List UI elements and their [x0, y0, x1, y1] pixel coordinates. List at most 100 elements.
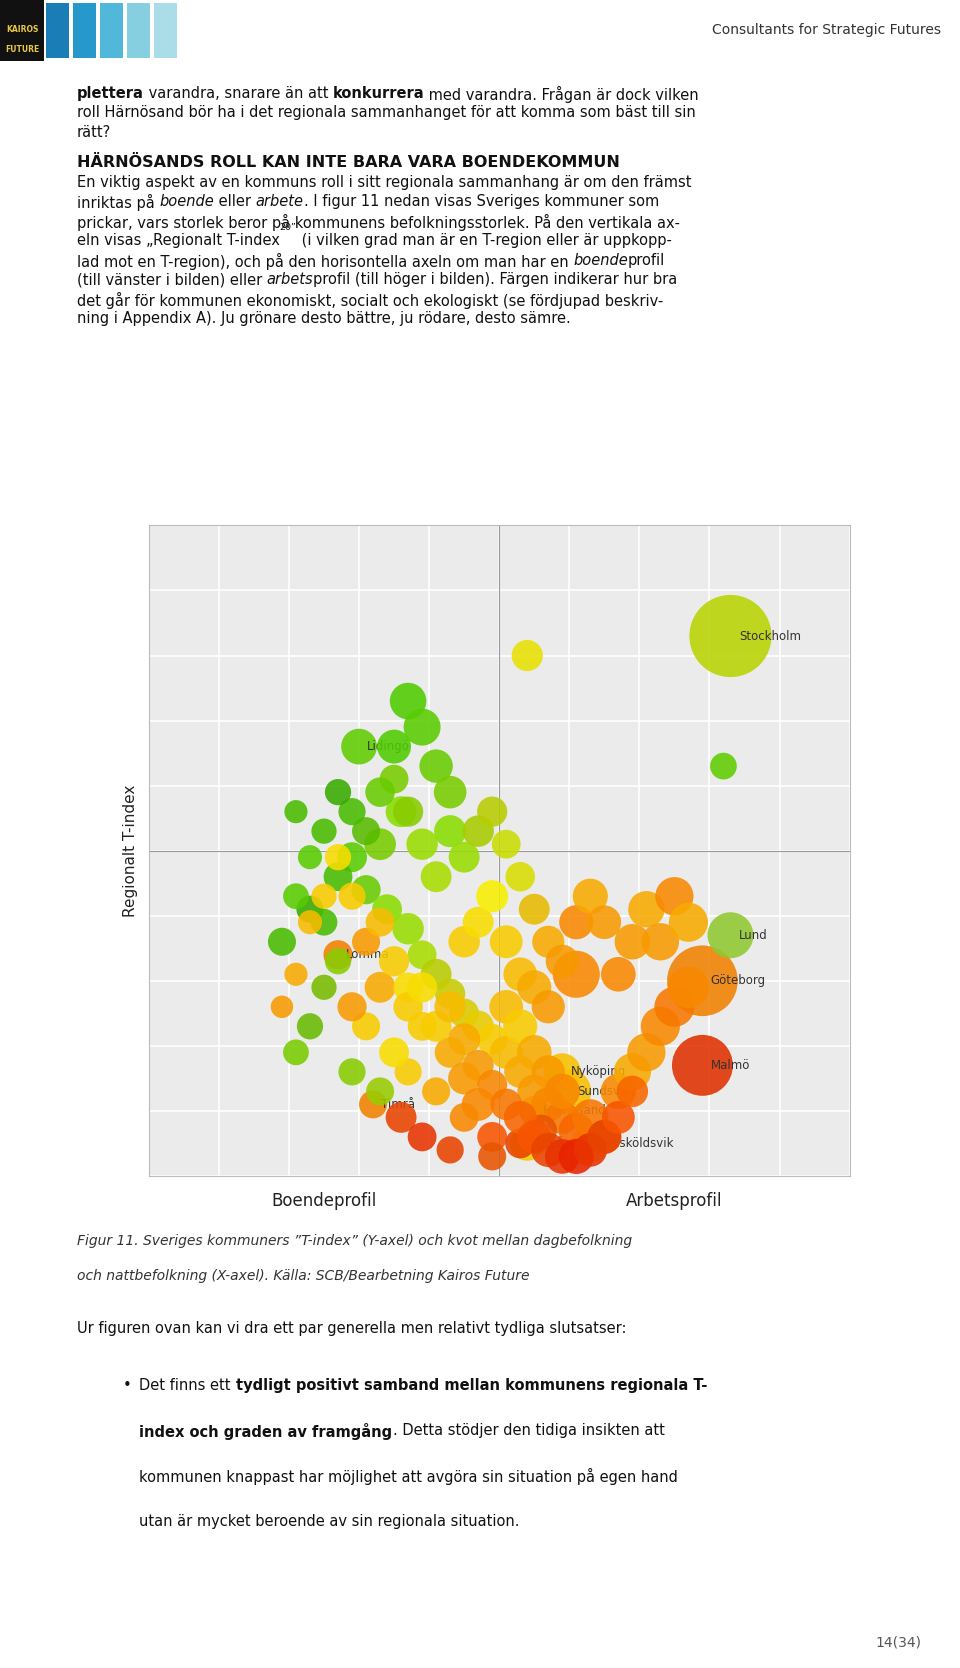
- Text: boende: boende: [159, 195, 214, 208]
- Point: [443, 981, 458, 1007]
- Y-axis label: Regionalt T-index: Regionalt T-index: [123, 784, 137, 917]
- Text: 14(34): 14(34): [876, 1636, 922, 1650]
- Bar: [0, 0, 44, 62]
- Point: [345, 882, 360, 909]
- Point: [443, 1039, 458, 1066]
- Point: [695, 1053, 710, 1079]
- Point: [470, 1091, 486, 1118]
- Point: [415, 831, 430, 857]
- Point: [526, 1039, 541, 1066]
- Text: Stockholm: Stockholm: [739, 629, 801, 642]
- Point: [330, 779, 346, 806]
- Point: [562, 1078, 577, 1104]
- Point: [457, 1066, 472, 1093]
- Text: Piteå: Piteå: [536, 1138, 564, 1149]
- Point: [302, 909, 318, 936]
- Point: [358, 929, 373, 956]
- Point: [302, 1012, 318, 1039]
- Text: plettera: plettera: [77, 87, 144, 100]
- Point: [519, 642, 535, 669]
- Text: Lund: Lund: [739, 929, 768, 942]
- Point: [366, 1091, 381, 1118]
- Point: [345, 994, 360, 1021]
- Point: [540, 1059, 556, 1086]
- Text: index och graden av framgång: index och graden av framgång: [139, 1423, 393, 1439]
- Point: [555, 1143, 570, 1169]
- Point: [470, 1053, 486, 1079]
- Point: [428, 961, 444, 987]
- Point: [540, 994, 556, 1021]
- Point: [513, 1104, 528, 1131]
- Bar: [100, 3, 123, 58]
- Point: [415, 1012, 430, 1039]
- Point: [457, 1104, 472, 1131]
- Bar: [73, 3, 96, 58]
- Point: [428, 864, 444, 891]
- Text: roll Härnösand bör ha i det regionala sammanhanget för att komma som bäst till s: roll Härnösand bör ha i det regionala sa…: [77, 105, 696, 120]
- Point: [583, 1136, 598, 1163]
- Text: profil: profil: [628, 254, 665, 269]
- Bar: [46, 3, 69, 58]
- Point: [568, 961, 584, 987]
- Text: Arbetsprofil: Arbetsprofil: [626, 1193, 723, 1209]
- Point: [485, 1026, 500, 1053]
- Point: [415, 974, 430, 1001]
- Point: [415, 941, 430, 967]
- Point: [583, 1131, 598, 1158]
- Point: [428, 1012, 444, 1039]
- Point: [498, 929, 514, 956]
- Point: [653, 1012, 668, 1039]
- Point: [275, 994, 290, 1021]
- Text: eller: eller: [214, 195, 255, 208]
- Point: [526, 1078, 541, 1104]
- Text: tydligt positivt samband mellan kommunens regionala T-: tydligt positivt samband mellan kommunen…: [235, 1378, 707, 1393]
- Point: [596, 1124, 612, 1151]
- Text: HÄRNÖSANDS ROLL KAN INTE BARA VARA BOENDEKOMMUN: HÄRNÖSANDS ROLL KAN INTE BARA VARA BOEND…: [77, 155, 619, 170]
- Point: [540, 1091, 556, 1118]
- Point: [555, 1059, 570, 1086]
- Text: Timrå: Timrå: [381, 1098, 416, 1111]
- Point: [666, 994, 682, 1021]
- Text: det går för kommunen ekonomiskt, socialt och ekologiskt (se fördjupad beskriv-: det går för kommunen ekonomiskt, socialt…: [77, 292, 663, 309]
- Point: [568, 909, 584, 936]
- Text: rätt?: rätt?: [77, 125, 111, 140]
- Text: och nattbefolkning (X-axel). Källa: SCB/Bearbetning Kairos Future: och nattbefolkning (X-axel). Källa: SCB/…: [77, 1269, 529, 1283]
- Point: [513, 1059, 528, 1086]
- Point: [498, 1091, 514, 1118]
- Text: varandra, snarare än att: varandra, snarare än att: [144, 87, 333, 100]
- Text: arbete: arbete: [255, 195, 303, 208]
- Point: [443, 1136, 458, 1163]
- Point: [345, 799, 360, 826]
- Point: [302, 844, 318, 871]
- Point: [443, 817, 458, 844]
- Point: [534, 1118, 549, 1144]
- Point: [723, 922, 738, 949]
- Point: [317, 974, 332, 1001]
- Point: [372, 779, 388, 806]
- Point: [317, 882, 332, 909]
- Text: FUTURE: FUTURE: [5, 45, 39, 55]
- Point: [568, 1118, 584, 1144]
- Point: [330, 864, 346, 891]
- Text: prickar, vars storlek beror på kommunens befolkningsstorlek. På den vertikala ax: prickar, vars storlek beror på kommunens…: [77, 214, 680, 230]
- Text: inriktas på: inriktas på: [77, 195, 159, 212]
- Point: [611, 961, 626, 987]
- Point: [330, 844, 346, 871]
- Point: [485, 1071, 500, 1098]
- Point: [485, 1124, 500, 1151]
- Point: [470, 909, 486, 936]
- Point: [457, 844, 472, 871]
- Point: [415, 714, 430, 741]
- Text: Ur figuren ovan kan vi dra ett par generella men relativt tydliga slutsatser:: Ur figuren ovan kan vi dra ett par gener…: [77, 1321, 626, 1336]
- Point: [638, 1039, 654, 1066]
- Text: Lomma: Lomma: [347, 949, 390, 961]
- Point: [555, 947, 570, 974]
- Point: [394, 1104, 409, 1131]
- Point: [526, 1124, 541, 1151]
- Point: [288, 961, 303, 987]
- Point: [386, 1039, 401, 1066]
- Bar: [127, 3, 150, 58]
- Point: [526, 896, 541, 922]
- Point: [596, 909, 612, 936]
- Point: [372, 831, 388, 857]
